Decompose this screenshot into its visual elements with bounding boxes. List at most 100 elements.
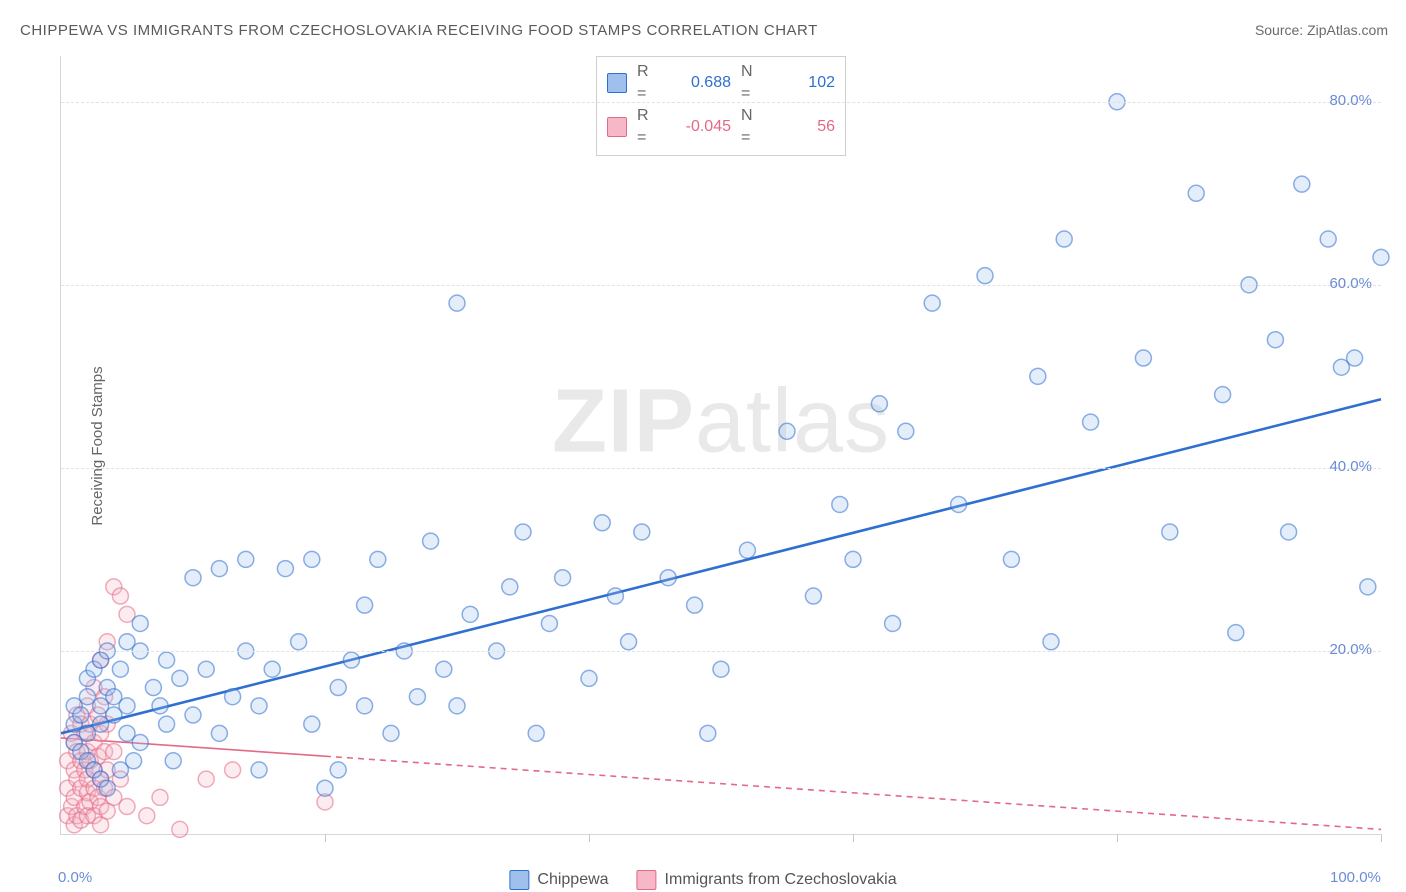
data-point	[1162, 524, 1178, 540]
data-point	[1294, 176, 1310, 192]
x-tick-label: 0.0%	[58, 869, 92, 886]
data-point	[845, 551, 861, 567]
data-point	[621, 634, 637, 650]
source-label: Source: ZipAtlas.com	[1255, 22, 1388, 38]
legend-swatch-2	[637, 870, 657, 890]
data-point	[462, 606, 478, 622]
data-point	[951, 496, 967, 512]
gridline-h	[61, 102, 1381, 103]
data-point	[885, 615, 901, 631]
x-tick-label: 100.0%	[1330, 869, 1381, 886]
data-point	[317, 780, 333, 796]
data-point	[581, 670, 597, 686]
data-point	[660, 570, 676, 586]
data-point	[713, 661, 729, 677]
data-point	[132, 615, 148, 631]
data-point	[159, 652, 175, 668]
data-point	[1188, 185, 1204, 201]
data-point	[1043, 634, 1059, 650]
data-point	[528, 725, 544, 741]
data-point	[159, 716, 175, 732]
data-point	[1083, 414, 1099, 430]
data-point	[687, 597, 703, 613]
trend-line	[325, 756, 1381, 829]
data-point	[871, 396, 887, 412]
data-point	[304, 551, 320, 567]
legend-bottom: Chippewa Immigrants from Czechoslovakia	[509, 870, 896, 890]
legend-label-1: Chippewa	[537, 871, 608, 889]
data-point	[185, 707, 201, 723]
data-point	[185, 570, 201, 586]
data-point	[436, 661, 452, 677]
chart-svg	[61, 56, 1381, 834]
data-point	[1135, 350, 1151, 366]
data-point	[779, 423, 795, 439]
data-point	[251, 762, 267, 778]
data-point	[106, 744, 122, 760]
trend-line	[61, 399, 1381, 733]
data-point	[225, 689, 241, 705]
data-point	[700, 725, 716, 741]
legend-item-1: Chippewa	[509, 870, 608, 890]
gridline-h	[61, 468, 1381, 469]
data-point	[898, 423, 914, 439]
data-point	[924, 295, 940, 311]
data-point	[99, 780, 115, 796]
y-tick-label: 60.0%	[1329, 275, 1372, 292]
legend-swatch-1	[509, 870, 529, 890]
data-point	[1215, 387, 1231, 403]
data-point	[304, 716, 320, 732]
gridline-h	[61, 285, 1381, 286]
data-point	[357, 698, 373, 714]
data-point	[172, 670, 188, 686]
data-point	[832, 496, 848, 512]
x-tick	[1381, 834, 1382, 842]
legend-label-2: Immigrants from Czechoslovakia	[665, 871, 897, 889]
data-point	[634, 524, 650, 540]
data-point	[594, 515, 610, 531]
data-point	[1320, 231, 1336, 247]
data-point	[1003, 551, 1019, 567]
data-point	[172, 821, 188, 837]
data-point	[449, 295, 465, 311]
data-point	[739, 542, 755, 558]
y-tick-label: 40.0%	[1329, 458, 1372, 475]
data-point	[409, 689, 425, 705]
data-point	[112, 661, 128, 677]
data-point	[211, 561, 227, 577]
data-point	[1281, 524, 1297, 540]
data-point	[112, 588, 128, 604]
data-point	[132, 734, 148, 750]
data-point	[541, 615, 557, 631]
data-point	[225, 762, 241, 778]
data-point	[449, 698, 465, 714]
data-point	[251, 698, 267, 714]
data-point	[152, 789, 168, 805]
data-point	[126, 753, 142, 769]
data-point	[383, 725, 399, 741]
data-point	[805, 588, 821, 604]
plot-area: ZIPatlas R = 0.688 N = 102 R = -0.045 N …	[60, 56, 1381, 835]
data-point	[502, 579, 518, 595]
chart-title: CHIPPEWA VS IMMIGRANTS FROM CZECHOSLOVAK…	[20, 22, 818, 39]
data-point	[238, 551, 254, 567]
data-point	[165, 753, 181, 769]
data-point	[977, 268, 993, 284]
data-point	[607, 588, 623, 604]
data-point	[198, 771, 214, 787]
legend-item-2: Immigrants from Czechoslovakia	[637, 870, 897, 890]
data-point	[1056, 231, 1072, 247]
data-point	[264, 661, 280, 677]
data-point	[211, 725, 227, 741]
data-point	[145, 680, 161, 696]
data-point	[330, 680, 346, 696]
data-point	[1373, 249, 1389, 265]
data-point	[119, 698, 135, 714]
x-tick	[1117, 834, 1118, 842]
data-point	[139, 808, 155, 824]
data-point	[291, 634, 307, 650]
y-tick-label: 20.0%	[1329, 641, 1372, 658]
x-tick	[589, 834, 590, 842]
data-point	[330, 762, 346, 778]
gridline-h	[61, 651, 1381, 652]
